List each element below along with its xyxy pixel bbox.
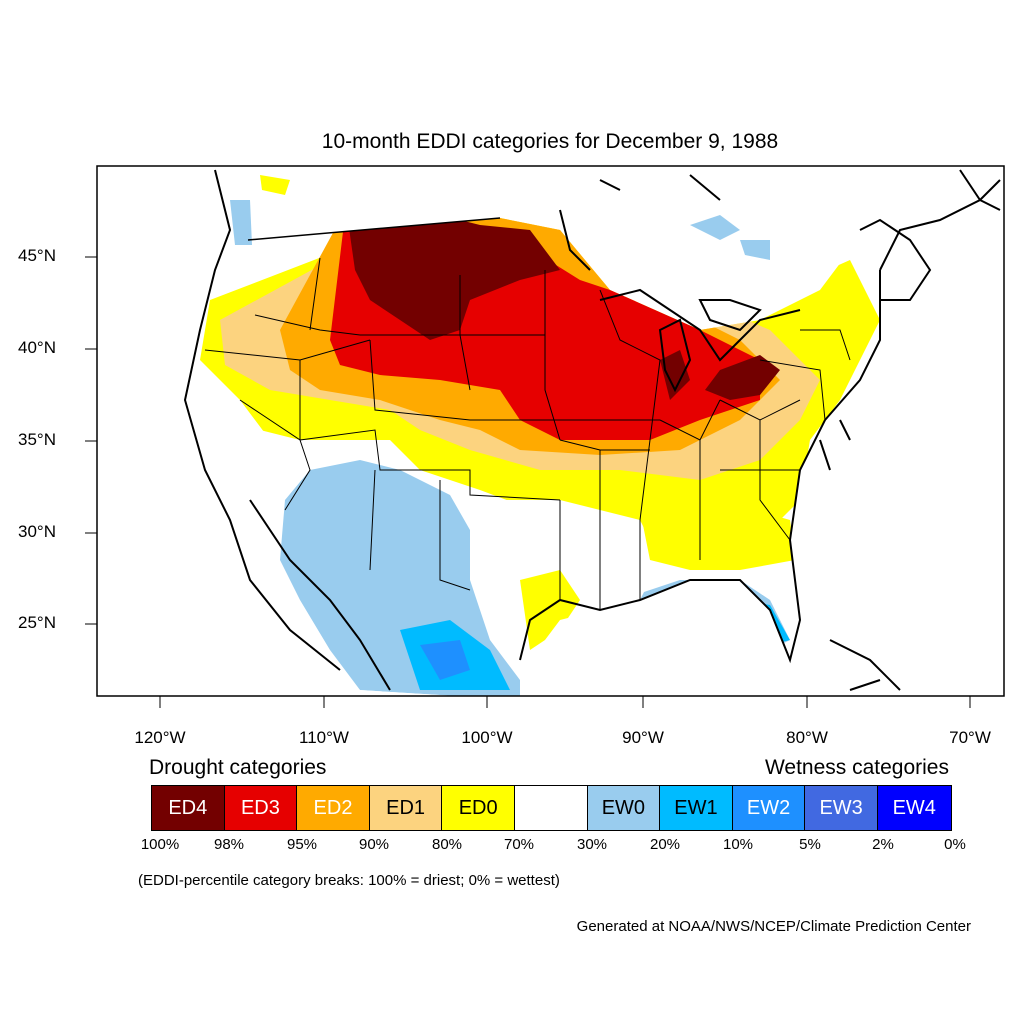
legend-break: 90% <box>358 836 390 853</box>
lat-label: 30°N <box>18 522 56 541</box>
legend-label: ED0 <box>458 796 498 819</box>
legend-swatch-ew4: EW4 <box>877 786 951 830</box>
lat-label: 35°N <box>18 430 56 449</box>
legend-swatch-ed1: ED1 <box>369 786 443 830</box>
drought-heading: Drought categories <box>149 756 327 779</box>
lon-label: 110°W <box>299 728 349 747</box>
legend-swatch-ew0: EW0 <box>587 786 661 830</box>
legend-break: 10% <box>722 836 754 853</box>
legend-label: ED4 <box>168 796 208 819</box>
boundaries <box>204 217 851 610</box>
wetness-heading: Wetness categories <box>764 756 949 779</box>
legend-break: 70% <box>503 836 535 853</box>
legend-label: EW4 <box>892 796 936 819</box>
legend-break: 95% <box>286 836 318 853</box>
lon-label: 90°W <box>622 728 664 747</box>
legend-break: 20% <box>649 836 681 853</box>
legend-label: EW1 <box>674 796 718 819</box>
lon-label: 80°W <box>786 728 828 747</box>
eddi-field <box>185 175 880 696</box>
legend-break: 30% <box>576 836 608 853</box>
legend-swatch-ed4: ED4 <box>152 786 225 830</box>
lon-label: 120°W <box>134 728 186 747</box>
coastlines <box>183 169 1001 691</box>
legend-swatch-ew1: EW1 <box>660 786 733 830</box>
legend-break: 98% <box>213 836 245 853</box>
legend-label: ED3 <box>240 796 280 819</box>
legend-label: EW3 <box>819 796 863 819</box>
legend-colorbar: ED4 ED3 ED2 ED1 ED0 EW0 EW1 EW2 EW3 EW4 <box>151 785 952 831</box>
legend-label: ED1 <box>386 796 426 819</box>
legend-swatch-ew3: EW3 <box>805 786 878 830</box>
category-note: (EDDI-percentile category breaks: 100% =… <box>138 872 560 889</box>
legend-break: 80% <box>431 836 463 853</box>
credit-line: Generated at NOAA/NWS/NCEP/Climate Predi… <box>576 918 971 935</box>
legend-swatch-ed3: ED3 <box>224 786 298 830</box>
legend-break: 5% <box>799 836 821 853</box>
legend-swatch-ed2: ED2 <box>297 786 370 830</box>
legend-label: EW0 <box>601 796 646 819</box>
legend-break: 0% <box>944 836 966 853</box>
lat-label: 45°N <box>18 246 56 265</box>
map-frame <box>96 165 1005 697</box>
legend-swatch-ed0: ED0 <box>442 786 515 830</box>
axis-ticks <box>85 256 971 708</box>
map-panel <box>85 165 1005 708</box>
legend-label: EW2 <box>746 796 791 819</box>
legend-swatch-ew2: EW2 <box>732 786 806 830</box>
lat-label: 40°N <box>18 338 56 357</box>
lat-label: 25°N <box>18 613 56 632</box>
lon-label: 100°W <box>461 728 513 747</box>
legend-label: ED2 <box>313 796 353 819</box>
legend-break: 100% <box>140 836 180 853</box>
map-title: 10-month EDDI categories for December 9,… <box>321 130 779 153</box>
legend-break: 2% <box>872 836 894 853</box>
lon-label: 70°W <box>949 728 991 747</box>
legend-swatch-normal <box>514 786 588 830</box>
